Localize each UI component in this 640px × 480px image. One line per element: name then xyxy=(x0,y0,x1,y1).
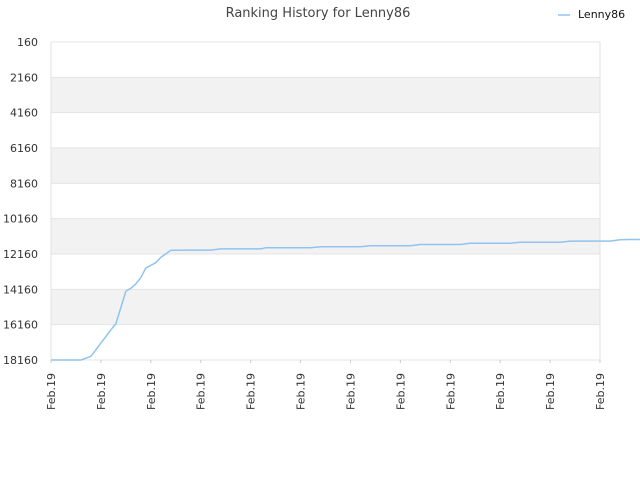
x-tick-label: Feb.19 xyxy=(295,373,308,410)
x-tick-label: Feb.19 xyxy=(45,373,58,410)
y-axis: 160 2160 4160 6160 8160 10160 12160 14160 16160 1… xyxy=(3,36,38,367)
plot-band xyxy=(51,77,600,113)
x-tick-label: Feb.19 xyxy=(145,373,158,410)
plot-band xyxy=(51,289,600,325)
y-tick-label: 6160 xyxy=(10,142,38,155)
x-tick-label: Feb.19 xyxy=(344,373,357,410)
x-tick-label: Feb.19 xyxy=(594,373,607,410)
x-tick-label: Feb.19 xyxy=(444,373,457,410)
grid-lines xyxy=(51,41,600,361)
plot-band xyxy=(51,254,600,290)
plot-band xyxy=(51,42,600,78)
plot-band xyxy=(51,183,600,219)
plot-bands xyxy=(51,42,600,360)
plot-band xyxy=(51,112,600,148)
series-layer xyxy=(51,238,640,361)
x-tick-label: Feb.19 xyxy=(95,373,108,410)
legend-label[interactable]: Lenny86 xyxy=(578,8,625,21)
y-tick-label: 8160 xyxy=(10,177,38,190)
plot-band xyxy=(51,218,600,254)
y-tick-label: 18160 xyxy=(3,354,38,367)
y-tick-label: 2160 xyxy=(10,71,38,84)
x-axis: Feb.19 Feb.19 Feb.19 Feb.19 Feb.19 Feb.19 Feb.… xyxy=(45,360,607,410)
x-tick-label: Feb.19 xyxy=(544,373,557,410)
x-tick-label: Feb.19 xyxy=(195,373,208,410)
legend[interactable]: Lenny86 xyxy=(558,8,625,21)
x-tick-label: Feb.19 xyxy=(394,373,407,410)
x-tick-label: Feb.19 xyxy=(494,373,507,410)
y-tick-label: 16160 xyxy=(3,319,38,332)
y-tick-label: 10160 xyxy=(3,213,38,226)
chart-title: Ranking History for Lenny86 xyxy=(226,6,411,21)
plot-band xyxy=(51,148,600,184)
plot-band xyxy=(51,324,600,360)
y-tick-label: 4160 xyxy=(10,107,38,120)
y-tick-label: 14160 xyxy=(3,283,38,296)
y-tick-label: 12160 xyxy=(3,248,38,261)
x-tick-label: Feb.19 xyxy=(245,373,258,410)
series-line-lenny86[interactable] xyxy=(51,238,640,361)
y-tick-label: 160 xyxy=(17,36,38,49)
